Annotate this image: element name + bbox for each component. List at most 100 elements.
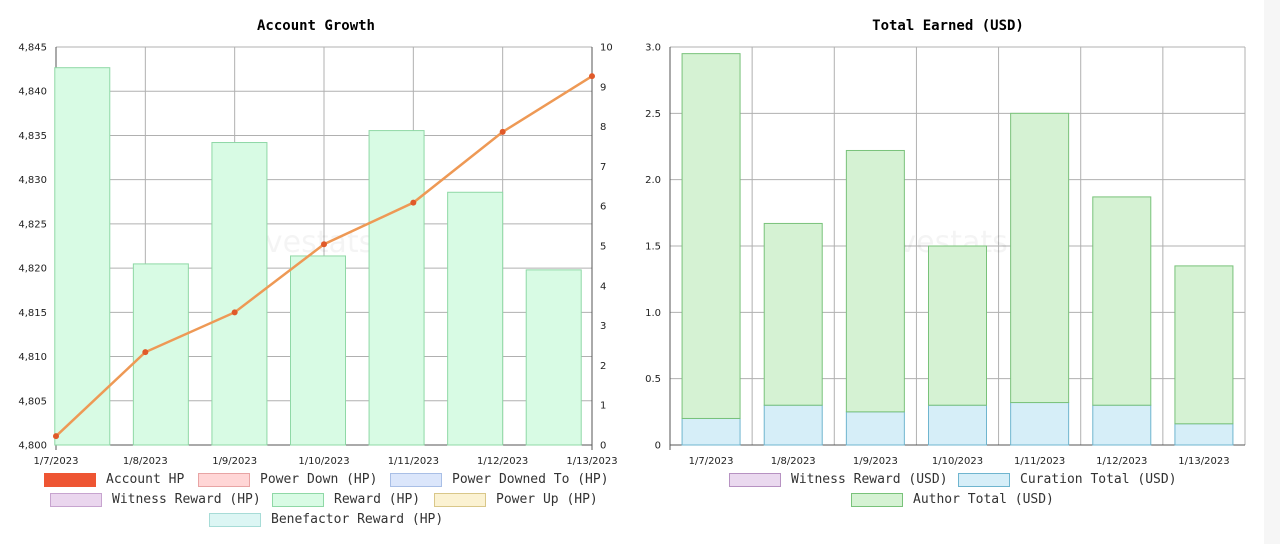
account-hp-point [231,309,238,316]
legend-label: Power Up (HP) [496,492,598,507]
legend-label: Witness Reward (USD) [791,472,948,487]
curation-bar [681,417,741,446]
legend-swatch [390,472,442,487]
x-tick-label: 1/13/2023 [1178,456,1229,467]
x-tick-label: 1/7/2023 [689,456,734,467]
author-bar [928,245,987,406]
author-bar [845,149,905,413]
y-left-tick-label: 4,825 [18,219,47,230]
y-right-tick-label: 5 [600,242,606,253]
y-left-tick-label: 4,830 [18,175,47,186]
reward-bar [525,269,582,446]
y-left-tick-label: 4,810 [18,352,47,363]
legend-item[interactable]: Author Total (USD) [851,492,1054,507]
legend-swatch [50,492,102,507]
y-tick-label: 0 [655,441,661,452]
y-tick-label: 1.0 [645,308,661,319]
legend-item[interactable]: Power Up (HP) [434,492,598,507]
x-tick-label: 1/8/2023 [771,456,816,467]
x-tick-label: 1/9/2023 [212,456,257,467]
curation-bar [845,411,905,446]
author-bar [1010,112,1070,404]
author-bar [1092,196,1152,406]
legend-swatch [958,472,1010,487]
legend-swatch [198,472,250,487]
y-tick-label: 3.0 [645,43,661,54]
y-right-tick-label: 0 [600,441,606,452]
reward-bar [368,130,425,446]
y-left-tick-label: 4,845 [18,43,47,54]
author-bar [763,222,823,406]
legend-item[interactable]: Benefactor Reward (HP) [209,512,443,527]
y-right-tick-label: 8 [600,122,606,133]
y-right-tick-label: 6 [600,202,606,213]
y-left-tick-label: 4,815 [18,308,47,319]
curation-bar [928,404,987,446]
legend-item[interactable]: Account HP [44,472,184,487]
legend-swatch [729,472,781,487]
x-tick-label: 1/12/2023 [1096,456,1147,467]
legend-label: Power Downed To (HP) [452,472,609,487]
curation-bar [1174,423,1234,446]
x-tick-label: 1/9/2023 [853,456,898,467]
x-tick-label: 1/13/2023 [566,456,617,467]
x-tick-label: 1/11/2023 [388,456,439,467]
curation-bar [763,404,823,446]
legend-swatch [44,472,96,487]
legend-label: Reward (HP) [334,492,421,507]
y-right-tick-label: 7 [600,162,606,173]
y-tick-label: 0.5 [645,374,661,385]
reward-bar [54,67,111,446]
x-tick-label: 1/10/2023 [298,456,349,467]
legend-swatch [272,492,324,507]
account-hp-point [142,349,149,356]
account-growth-panel: Account Growth 4,800 4,805 4,810 4,815 4,820… [0,0,632,544]
y-right-tick-label: 9 [600,82,606,93]
legend-item[interactable]: Witness Reward (USD) [729,472,948,487]
account-growth-chart: 4,800 4,805 4,810 4,815 4,820 4,825 4,830 4,835… [18,43,617,468]
reward-bar [447,191,504,446]
reward-bar [290,255,346,446]
legend-label: Account HP [106,472,185,487]
account-growth-title: Account Growth [256,18,375,34]
author-bar [681,53,741,419]
y-left-tick-label: 4,840 [18,87,47,98]
x-tick-label: 1/7/2023 [34,456,79,467]
total-earned-title: Total Earned (USD) [872,18,1024,34]
y-right-tick-label: 1 [600,401,606,412]
x-tick-label: 1/8/2023 [123,456,168,467]
y-left-tick-label: 4,800 [18,441,47,452]
account-hp-point [589,73,595,80]
legend-label: Benefactor Reward (HP) [271,512,444,527]
legend-item[interactable]: Power Down (HP) [198,472,377,487]
account-hp-point [499,128,506,135]
y-tick-label: 1.5 [645,242,661,253]
x-tick-label: 1/11/2023 [1014,456,1065,467]
legend-label: Witness Reward (HP) [112,492,261,507]
author-bar [1174,265,1234,425]
y-left-tick-label: 4,835 [18,131,47,142]
y-right-tick-label: 4 [600,281,606,292]
y-right-tick-label: 10 [600,43,613,54]
y-left-tick-label: 4,820 [18,264,47,275]
legend-label: Curation Total (USD) [1020,472,1177,487]
legend-label: Power Down (HP) [260,472,378,487]
legend-swatch [434,492,486,507]
y-tick-label: 2.0 [645,175,661,186]
y-tick-label: 2.5 [645,109,661,120]
legend-item[interactable]: Curation Total (USD) [958,472,1177,487]
page-scrollbar[interactable] [1264,0,1280,544]
legend-item[interactable]: Power Downed To (HP) [390,472,609,487]
y-right-tick-label: 3 [600,321,606,332]
y-right-tick-label: 2 [600,361,606,372]
account-hp-point [321,241,327,248]
x-tick-label: 1/10/2023 [932,456,983,467]
total-earned-panel: Total Earned (USD) 0 0.5 1.0 1.5 2.0 2.5 3.0 hi… [632,0,1264,544]
legend-item[interactable]: Witness Reward (HP) [50,492,261,507]
curation-bar [1010,402,1070,446]
x-tick-label: 1/12/2023 [477,456,528,467]
curation-bar [1092,404,1152,446]
account-hp-point [53,433,59,440]
legend-item[interactable]: Reward (HP) [272,492,420,507]
